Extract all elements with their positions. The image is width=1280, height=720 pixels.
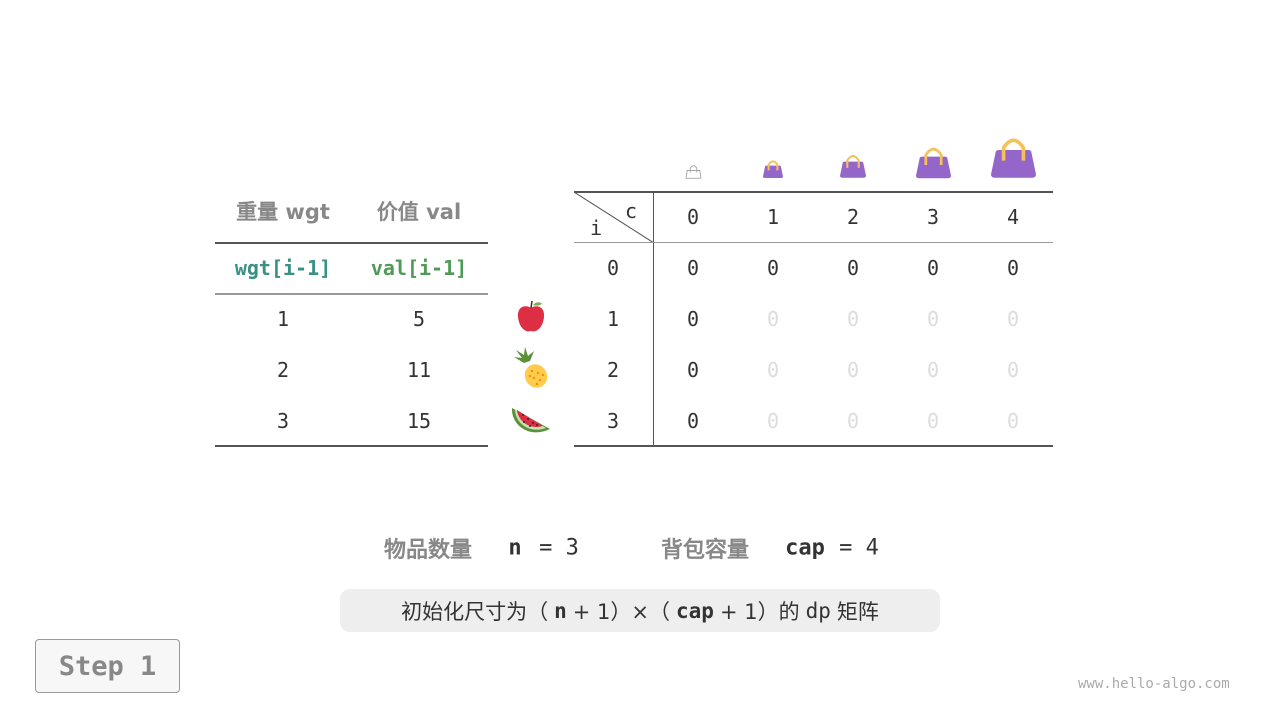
cap-variable: cap [785,535,825,561]
dp-cell: 0 [766,358,780,382]
caption-cap: cap [676,598,714,623]
dp-cell: 0 [926,409,940,433]
dp-cell: 0 [766,307,780,331]
row-header: 2 [606,358,620,382]
dp-cell: 0 [766,256,780,280]
caption-dp: dp [805,598,831,623]
n-value: = 3 [539,535,579,561]
watermark: www.hello-algo.com [1078,676,1230,692]
bag-icon [840,155,866,178]
step-button[interactable]: Step 1 [35,639,180,693]
apple-icon [517,300,545,332]
dp-cell: 0 [846,358,860,382]
dp-cell: 0 [1006,256,1020,280]
corner-row-label: i [589,216,603,240]
bag-icon [990,138,1036,178]
dp-cell: 0 [686,307,700,331]
caption: 初始化尺寸为（ n + 1）×（ cap + 1）的 dp 矩阵 [340,589,940,632]
divider [574,445,1053,447]
dp-cell: 0 [1006,307,1020,331]
weight-cell: 1 [276,307,290,331]
col-header: 1 [766,205,780,229]
caption-plus2: + 1）的 [719,599,800,624]
watermelon-icon [511,408,550,433]
cap-value: = 4 [839,535,879,561]
bag-icon [763,160,783,178]
value-cell: 5 [412,307,426,331]
col-header: 2 [846,205,860,229]
item-count-label: 物品数量 [383,538,473,563]
caption-n: n [554,598,567,623]
row-header: 3 [606,409,620,433]
dp-cell: 0 [926,307,940,331]
corner-col-label: c [624,199,638,223]
dp-cell: 0 [1006,409,1020,433]
dp-cell: 0 [686,358,700,382]
dp-cell: 0 [1006,358,1020,382]
dp-cell: 0 [846,409,860,433]
col-header: 0 [686,205,700,229]
pineapple-icon [514,347,548,388]
bag-outline-icon [685,165,701,179]
value-subheader: val[i-1] [370,256,468,280]
divider [574,191,1053,193]
weight-cell: 2 [276,358,290,382]
row-header: 0 [606,256,620,280]
dp-cell: 0 [846,307,860,331]
n-variable: n [508,535,522,561]
caption-suffix: 矩阵 [836,599,879,624]
capacity-label: 背包容量 [660,538,750,563]
dp-cell: 0 [766,409,780,433]
value-header: 价值 val [376,200,462,224]
weight-header: 重量 wgt [236,200,330,224]
dp-cell: 0 [926,256,940,280]
caption-plus1: + 1）×（ [572,599,670,624]
row-header: 1 [606,307,620,331]
value-cell: 11 [406,358,432,382]
caption-prefix: 初始化尺寸为（ [401,599,549,624]
corner-diagonal [574,192,654,243]
dp-cell: 0 [686,256,700,280]
divider [215,445,488,447]
column-separator [653,192,654,446]
divider [215,293,488,295]
dp-cell: 0 [686,409,700,433]
bag-icon [915,147,951,178]
divider [574,242,1053,243]
col-header: 3 [926,205,940,229]
value-cell: 15 [406,409,432,433]
weight-subheader: wgt[i-1] [234,256,332,280]
dp-cell: 0 [926,358,940,382]
col-header: 4 [1006,205,1020,229]
weight-cell: 3 [276,409,290,433]
divider [215,242,488,244]
dp-cell: 0 [846,256,860,280]
